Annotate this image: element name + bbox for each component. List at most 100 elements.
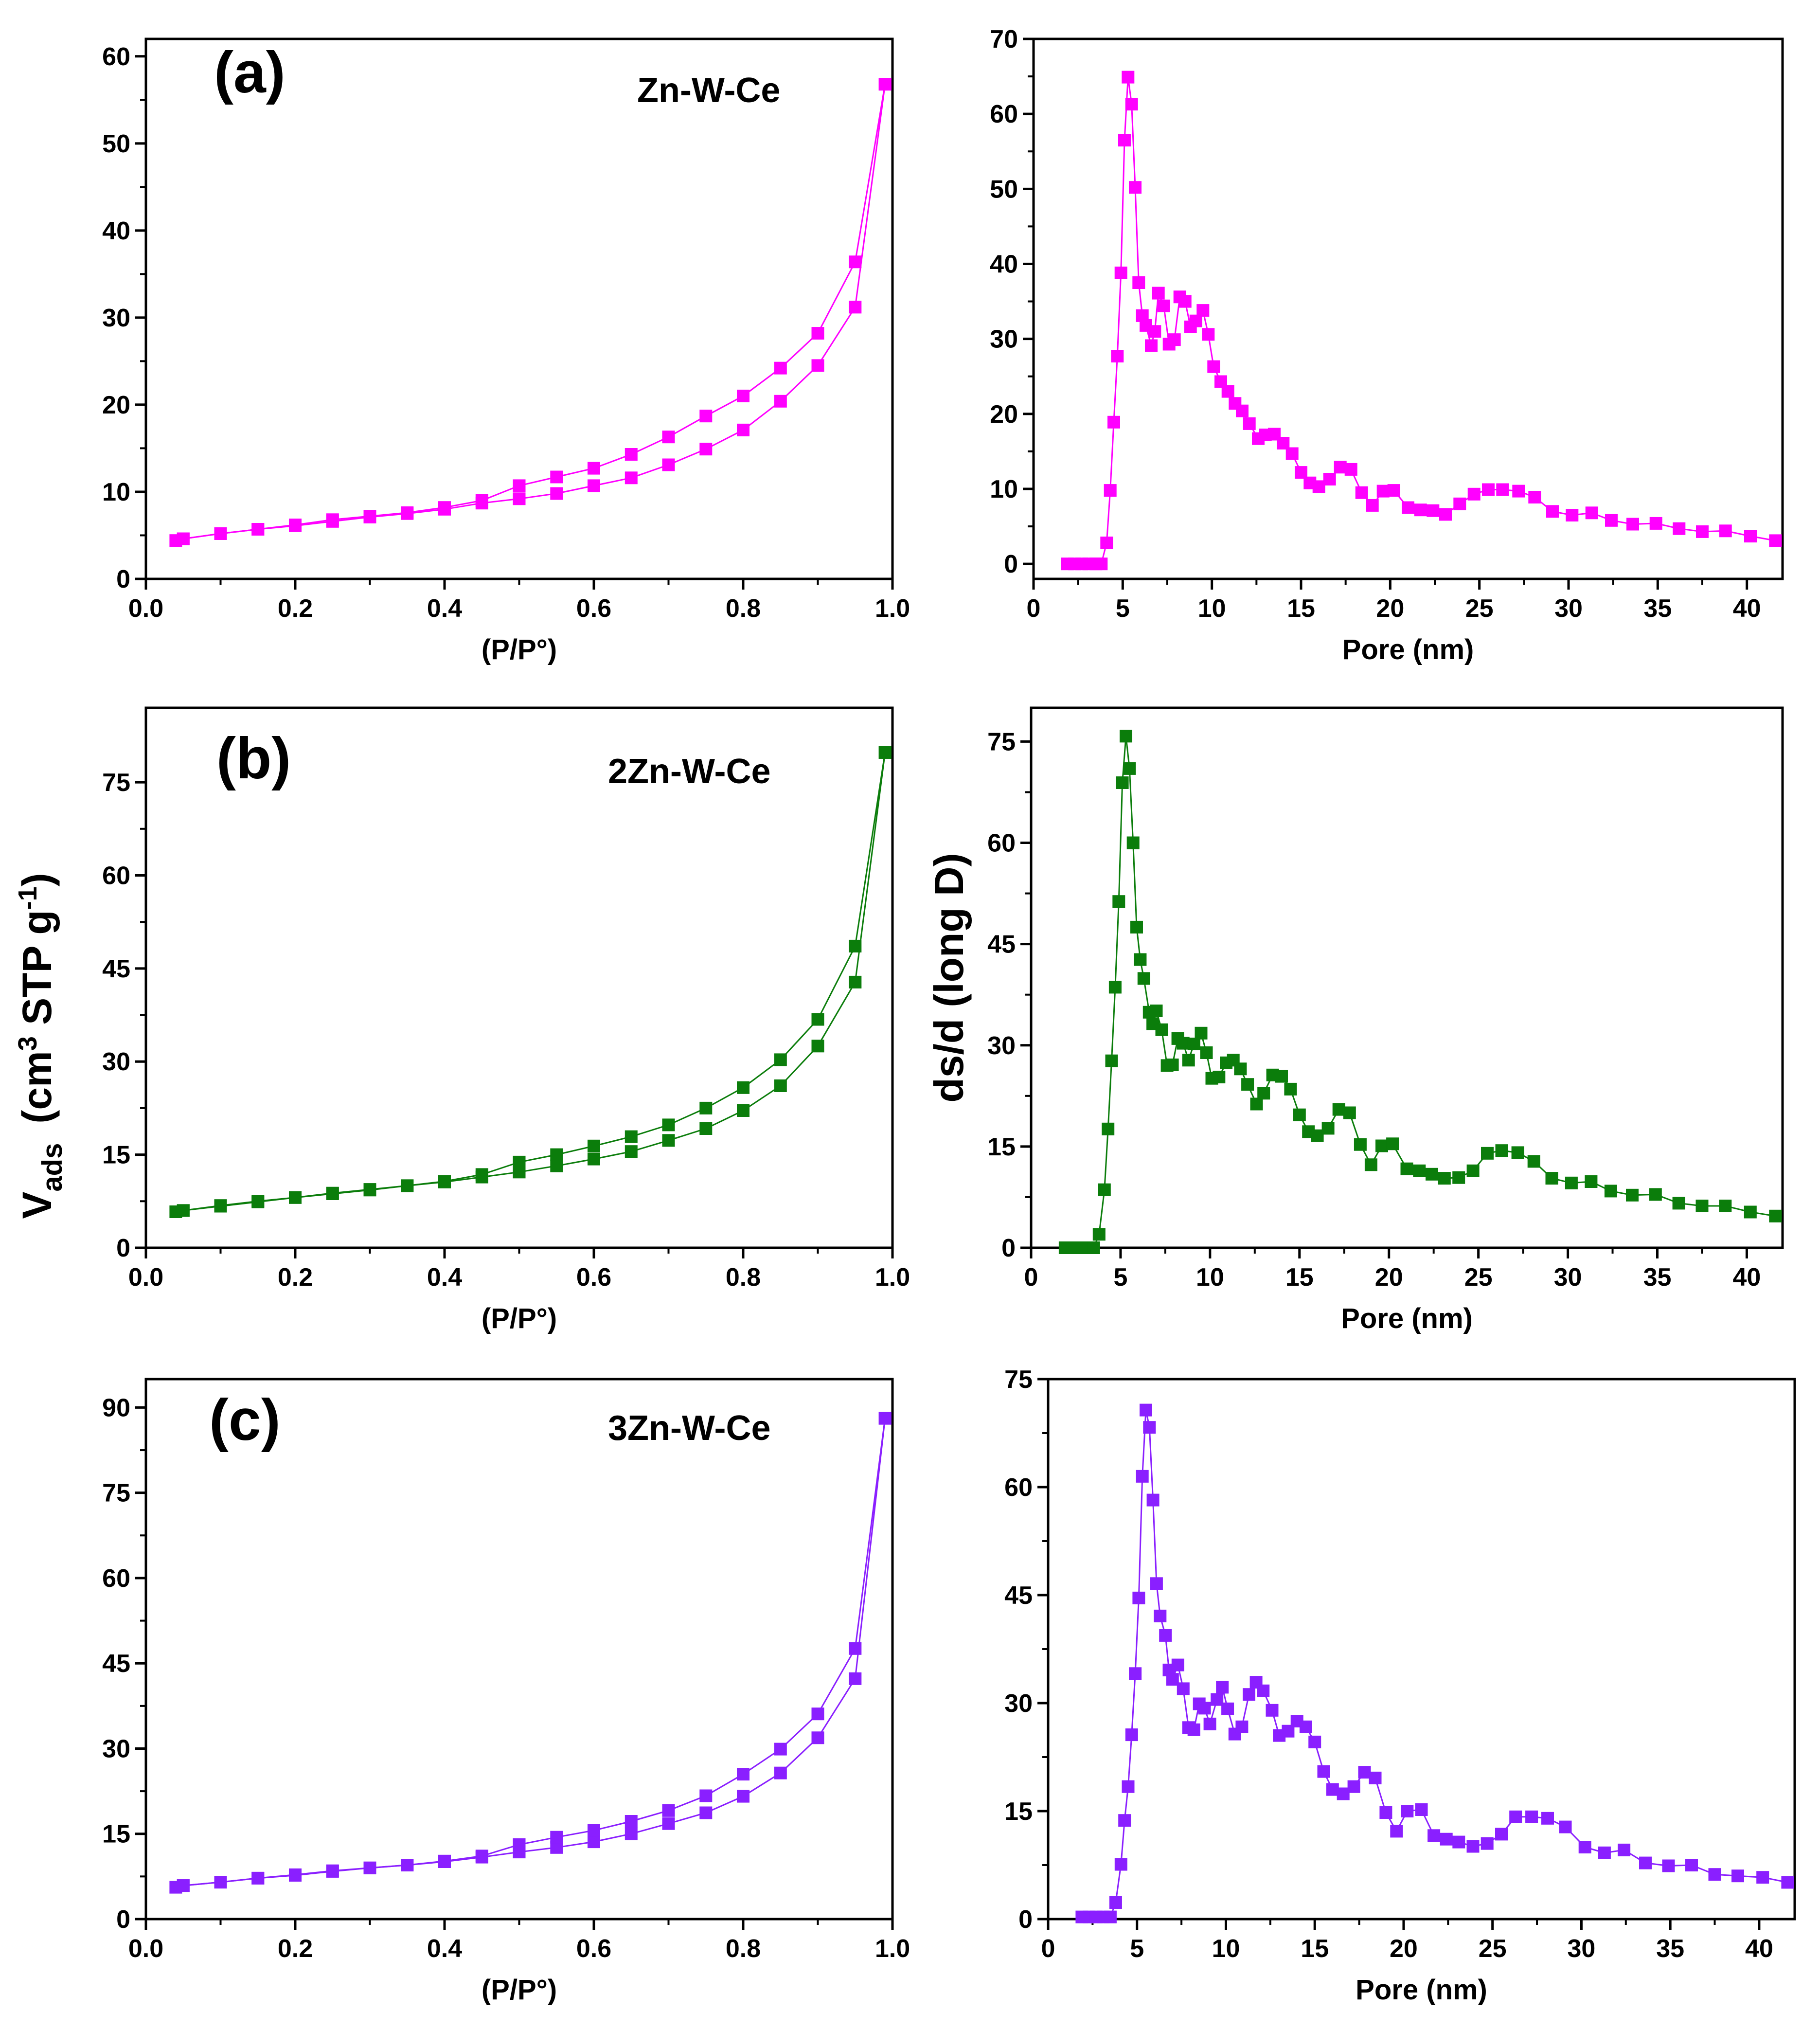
data-point xyxy=(737,390,749,402)
data-point xyxy=(1426,1168,1438,1181)
data-point xyxy=(1266,1704,1279,1717)
x-tick-label: 35 xyxy=(1656,1935,1684,1963)
data-point xyxy=(1087,1241,1100,1254)
data-point xyxy=(513,1155,526,1168)
data-point xyxy=(1440,1832,1453,1846)
data-point xyxy=(849,301,862,314)
data-point xyxy=(1344,463,1357,476)
panel-label: (c) xyxy=(209,1387,281,1453)
data-point xyxy=(1211,1693,1224,1706)
data-point xyxy=(1482,483,1495,496)
x-tick-label: 40 xyxy=(1745,1935,1773,1963)
data-point xyxy=(1466,1164,1480,1177)
data-point xyxy=(289,1868,302,1881)
data-point xyxy=(1098,1183,1111,1196)
data-point xyxy=(1559,1820,1572,1833)
data-point xyxy=(550,1148,563,1161)
y-tick-label: 10 xyxy=(102,478,130,506)
y-tick-label: 0 xyxy=(116,1905,130,1934)
data-point xyxy=(1427,1829,1441,1842)
panel-label: (b) xyxy=(216,726,291,791)
data-point xyxy=(1311,1129,1324,1142)
data-point xyxy=(1495,1828,1508,1841)
series-line-desorption xyxy=(183,1418,886,1886)
data-point xyxy=(438,501,451,514)
x-tick-label: 15 xyxy=(1285,1263,1314,1292)
data-point xyxy=(1605,514,1618,527)
data-point xyxy=(1438,1172,1451,1185)
y-tick-label: 60 xyxy=(1004,1473,1033,1502)
data-point xyxy=(1355,486,1368,499)
data-point xyxy=(1626,1188,1639,1202)
data-point xyxy=(1525,1810,1538,1823)
data-point xyxy=(1241,1078,1254,1091)
y-label-unit-mid: STP g xyxy=(14,910,60,1036)
data-point xyxy=(588,1824,600,1837)
data-point xyxy=(438,1854,451,1868)
y-tick-label: 0 xyxy=(1004,550,1018,578)
data-point xyxy=(811,1013,824,1026)
data-point xyxy=(251,523,265,536)
series-line-PSD xyxy=(1067,77,1776,565)
data-point xyxy=(849,939,862,952)
x-tick-label: 10 xyxy=(1196,1263,1224,1292)
x-tick-label: 0.8 xyxy=(726,594,761,623)
sample-name: Zn-W-Ce xyxy=(637,71,780,110)
data-point xyxy=(1168,333,1181,346)
data-point xyxy=(1427,504,1440,517)
x-axis-label: (P/P°) xyxy=(482,634,557,665)
data-point xyxy=(513,492,526,505)
data-point xyxy=(1769,1209,1782,1222)
data-point xyxy=(811,327,824,340)
data-point xyxy=(475,1850,488,1863)
y-label-sub: ads xyxy=(36,1143,68,1192)
chart-c-psd: 0 5 10 15 20 25 30 35 40 0 15 30 45 60 75 Pore (nm) xyxy=(1004,1365,1796,2006)
data-point xyxy=(588,1139,600,1152)
data-point xyxy=(699,1789,713,1802)
data-point xyxy=(1150,1577,1163,1590)
data-point xyxy=(1243,1688,1255,1701)
data-point xyxy=(1150,1005,1163,1017)
data-point xyxy=(1323,473,1336,485)
data-point xyxy=(1155,1023,1168,1036)
x-tick-label: 30 xyxy=(1554,1263,1582,1292)
data-point xyxy=(1118,134,1131,147)
data-point xyxy=(662,458,675,471)
data-point xyxy=(1122,71,1135,84)
data-point xyxy=(177,1879,190,1892)
x-tick-label: 0.4 xyxy=(427,1263,462,1292)
data-point xyxy=(1107,415,1120,429)
data-point xyxy=(1157,299,1170,312)
data-point xyxy=(1102,1122,1115,1135)
data-point xyxy=(1148,325,1161,338)
data-point xyxy=(1414,503,1427,517)
y-tick-label: 45 xyxy=(987,931,1016,959)
data-point xyxy=(1177,1037,1190,1050)
data-point xyxy=(699,1806,713,1819)
data-point xyxy=(1626,518,1639,531)
data-point xyxy=(1528,491,1541,503)
x-tick-label: 15 xyxy=(1287,594,1315,623)
data-point xyxy=(1116,776,1129,789)
data-point xyxy=(588,479,600,492)
data-point xyxy=(1299,1720,1312,1733)
data-point xyxy=(1154,1609,1167,1622)
data-point xyxy=(1604,1185,1617,1198)
y-tick-label: 20 xyxy=(102,391,130,419)
x-tick-label: 20 xyxy=(1390,1935,1418,1963)
data-point xyxy=(177,1204,190,1217)
data-point xyxy=(1545,1172,1558,1185)
x-tick-label: 10 xyxy=(1198,594,1226,623)
x-tick-label: 0.4 xyxy=(427,594,462,623)
data-point xyxy=(737,1790,749,1803)
data-point xyxy=(588,1152,600,1166)
data-point xyxy=(811,359,824,372)
data-point xyxy=(1376,485,1390,498)
y-tick-label: 75 xyxy=(987,728,1016,756)
data-point xyxy=(1123,762,1136,775)
y-label-unit-close: ) xyxy=(14,873,60,886)
x-axis-label: Pore (nm) xyxy=(1356,1974,1487,2006)
data-point xyxy=(737,423,749,436)
plot-frame xyxy=(144,1378,894,1921)
data-point xyxy=(475,494,488,507)
